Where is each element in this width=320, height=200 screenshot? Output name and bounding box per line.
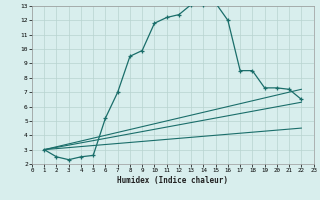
- X-axis label: Humidex (Indice chaleur): Humidex (Indice chaleur): [117, 176, 228, 185]
